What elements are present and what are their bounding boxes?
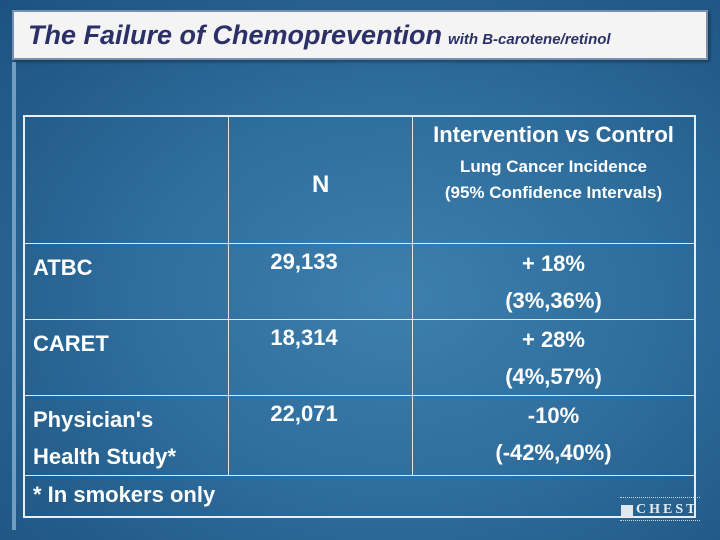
header-empty-cell bbox=[23, 115, 230, 244]
chemoprevention-table: N Intervention vs Control Lung Cancer In… bbox=[23, 115, 696, 518]
study-name-line1: Physician's bbox=[33, 407, 154, 432]
logo-rule-bottom bbox=[620, 520, 700, 523]
header-intervention-title: Intervention vs Control bbox=[433, 122, 674, 147]
left-accent-rule bbox=[12, 62, 16, 530]
slide-subtitle: with B-carotene/retinol bbox=[448, 31, 611, 48]
logo-mark-icon bbox=[621, 505, 633, 517]
slide-title: The Failure of Chemoprevention with B-car… bbox=[28, 20, 611, 51]
footnote-row: * In smokers only bbox=[23, 475, 696, 518]
table-row: Physician's Health Study* 22,071 -10% (-… bbox=[23, 395, 696, 476]
table-row: CARET 18,314 + 28% (4%,57%) bbox=[23, 319, 696, 396]
study-n: 18,314 bbox=[228, 319, 413, 396]
effect-value: -10% bbox=[527, 403, 580, 428]
header-intervention-sub1: Lung Cancer Incidence bbox=[459, 157, 647, 176]
chest-logo: CHEST bbox=[614, 497, 700, 523]
study-n: 29,133 bbox=[228, 243, 413, 320]
effect-ci: (4%,57%) bbox=[505, 364, 602, 389]
header-n: N bbox=[228, 115, 413, 244]
header-intervention-sub2: (95% Confidence Intervals) bbox=[444, 183, 663, 202]
effect-value: + 28% bbox=[521, 327, 585, 352]
study-n: 22,071 bbox=[228, 395, 413, 476]
study-effect: + 28% (4%,57%) bbox=[411, 319, 696, 396]
effect-ci: (-42%,40%) bbox=[495, 440, 612, 465]
header-intervention: Intervention vs Control Lung Cancer Inci… bbox=[411, 115, 696, 244]
study-name: CARET bbox=[23, 319, 230, 396]
logo-rule-top bbox=[620, 497, 700, 500]
slide-title-text: The Failure of Chemoprevention bbox=[28, 20, 443, 50]
table-row: ATBC 29,133 + 18% (3%,36%) bbox=[23, 243, 696, 320]
study-name: ATBC bbox=[23, 243, 230, 320]
study-effect: + 18% (3%,36%) bbox=[411, 243, 696, 320]
title-bar: The Failure of Chemoprevention with B-car… bbox=[12, 10, 708, 60]
logo-text: CHEST bbox=[636, 502, 699, 517]
effect-ci: (3%,36%) bbox=[505, 288, 602, 313]
study-effect: -10% (-42%,40%) bbox=[411, 395, 696, 476]
study-name: Physician's Health Study* bbox=[23, 395, 230, 476]
footnote: * In smokers only bbox=[23, 475, 696, 518]
table-header-row: N Intervention vs Control Lung Cancer In… bbox=[23, 115, 696, 244]
study-name-line2: Health Study* bbox=[33, 444, 177, 469]
effect-value: + 18% bbox=[521, 251, 585, 276]
